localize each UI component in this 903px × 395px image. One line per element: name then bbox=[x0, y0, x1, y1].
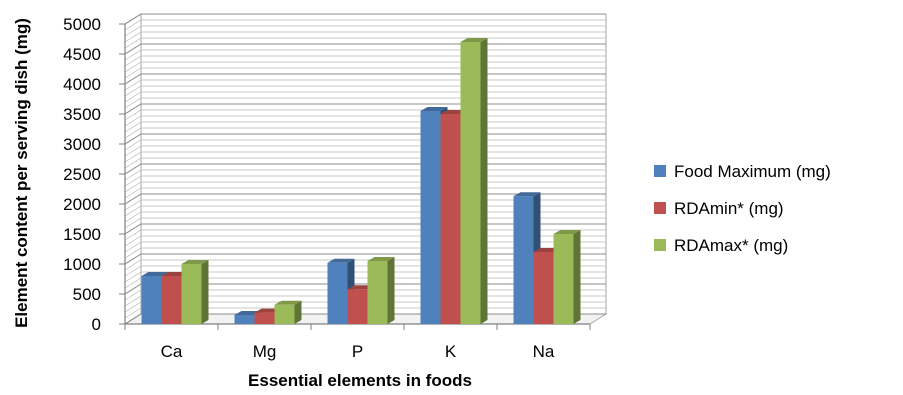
x-axis-title: Essential elements in foods bbox=[248, 371, 472, 390]
bar-top bbox=[553, 230, 581, 234]
minor-gridline bbox=[124, 19, 606, 31]
y-tick-label: 5000 bbox=[63, 15, 101, 34]
bar bbox=[274, 300, 302, 324]
x-tick-labels: Ca Mg P K Na bbox=[161, 342, 555, 361]
legend-label: Food Maximum (mg) bbox=[674, 162, 831, 181]
minor-gridline bbox=[124, 31, 606, 43]
bar bbox=[367, 257, 395, 324]
x-tick-label: P bbox=[352, 342, 363, 361]
legend-item: RDAmax* (mg) bbox=[654, 236, 788, 255]
bar-side bbox=[294, 300, 302, 324]
legend-item: RDAmin* (mg) bbox=[654, 199, 784, 218]
bar-front bbox=[141, 276, 162, 324]
major-gridline bbox=[124, 13, 606, 25]
y-tick-label: 4500 bbox=[63, 45, 101, 64]
bar-front bbox=[327, 262, 348, 324]
legend-label: RDAmax* (mg) bbox=[674, 236, 788, 255]
major-gridline bbox=[124, 43, 606, 55]
minor-gridline bbox=[124, 49, 606, 61]
minor-gridline bbox=[124, 25, 606, 37]
bar-top bbox=[327, 258, 355, 263]
legend-swatch bbox=[654, 202, 666, 214]
bar-side bbox=[480, 38, 488, 324]
bar-front bbox=[533, 252, 554, 324]
bar-front bbox=[347, 289, 368, 324]
bar bbox=[181, 260, 209, 324]
bar-top bbox=[420, 107, 448, 111]
bar-front bbox=[420, 111, 441, 324]
minor-gridline bbox=[124, 91, 606, 103]
x-tick-label: K bbox=[445, 342, 457, 361]
bar-front bbox=[161, 276, 182, 324]
y-tick-label: 1000 bbox=[63, 255, 101, 274]
bar bbox=[553, 230, 581, 324]
bar-front bbox=[234, 315, 255, 324]
y-tick-label: 0 bbox=[92, 315, 101, 334]
y-tick-label: 2000 bbox=[63, 195, 101, 214]
major-gridline bbox=[124, 103, 606, 115]
legend-swatch bbox=[654, 165, 666, 177]
minor-gridline bbox=[124, 97, 606, 109]
bar-top bbox=[367, 257, 395, 261]
x-tick-label: Mg bbox=[253, 342, 277, 361]
minor-gridline bbox=[124, 55, 606, 67]
y-tick-label: 500 bbox=[73, 285, 101, 304]
bar-front bbox=[254, 312, 275, 324]
x-tick-label: Ca bbox=[161, 342, 183, 361]
x-tick-label: Na bbox=[533, 342, 555, 361]
y-tick-label: 3500 bbox=[63, 105, 101, 124]
bar-top bbox=[181, 260, 209, 264]
major-gridline bbox=[124, 73, 606, 85]
minor-gridline bbox=[124, 61, 606, 73]
bar-front bbox=[440, 114, 461, 324]
bar-front bbox=[553, 234, 574, 324]
bar-front bbox=[274, 304, 295, 324]
bar-top bbox=[513, 192, 541, 197]
bars bbox=[141, 38, 581, 324]
bar-top bbox=[141, 272, 169, 276]
bar-side bbox=[573, 230, 581, 324]
y-tick-label: 1500 bbox=[63, 225, 101, 244]
y-axis-title: Element content per serving dish (mg) bbox=[12, 18, 31, 328]
legend-label: RDAmin* (mg) bbox=[674, 199, 784, 218]
y-tick-label: 4000 bbox=[63, 75, 101, 94]
minor-gridline bbox=[124, 67, 606, 79]
bar-top bbox=[274, 300, 302, 305]
bar-side bbox=[201, 260, 209, 324]
bar-top bbox=[460, 38, 488, 42]
minor-gridline bbox=[124, 79, 606, 91]
legend-swatch bbox=[654, 239, 666, 251]
bar-front bbox=[513, 196, 534, 324]
legend: Food Maximum (mg) RDAmin* (mg) RDAmax* (mg… bbox=[654, 162, 831, 255]
y-tick-label: 2500 bbox=[63, 165, 101, 184]
bar-side bbox=[387, 257, 395, 324]
bar-front bbox=[460, 42, 481, 324]
y-tick-labels: 0 500 1000 1500 2000 2500 3000 3500 4000 4500 5000 bbox=[63, 15, 101, 334]
y-tick-label: 3000 bbox=[63, 135, 101, 154]
bar bbox=[460, 38, 488, 324]
minor-gridline bbox=[124, 85, 606, 97]
bar-front bbox=[367, 261, 388, 324]
legend-item: Food Maximum (mg) bbox=[654, 162, 831, 181]
minor-gridline bbox=[124, 37, 606, 49]
bar-front bbox=[181, 264, 202, 324]
